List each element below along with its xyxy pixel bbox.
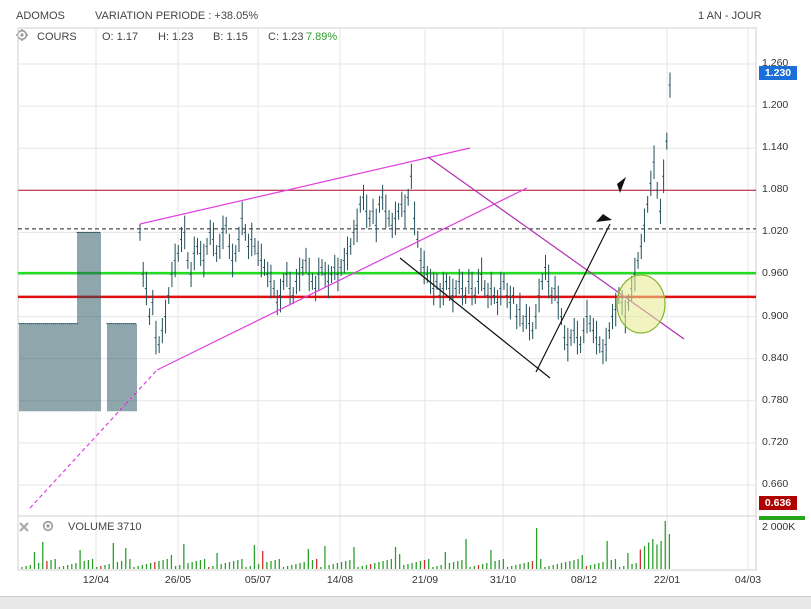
- last-price-badge: 1.230: [759, 66, 797, 80]
- trendline-extension: [29, 369, 158, 509]
- price-series: [18, 72, 671, 412]
- y-tick-label: 0.960: [762, 267, 789, 280]
- period-variation: VARIATION PERIODE : +38.05%: [95, 10, 259, 22]
- volume-marker: [759, 516, 805, 520]
- x-tick-label: 04/03: [734, 574, 762, 586]
- x-tick-label: 31/10: [489, 574, 517, 586]
- volume-unit: 2 000K: [762, 521, 796, 533]
- volume-value: 3710: [117, 521, 142, 533]
- scroll-strip[interactable]: [0, 596, 811, 609]
- trendline-black-down: [399, 257, 551, 379]
- volume-bars: [21, 521, 671, 569]
- high-value: H: 1.23: [158, 31, 194, 43]
- open-value: O: 1.17: [102, 31, 139, 43]
- x-tick-label: 14/08: [326, 574, 354, 586]
- close-value: C: 1.23: [268, 31, 304, 43]
- price-label: COURS: [37, 31, 77, 43]
- highlight-ellipse: [616, 274, 666, 334]
- x-tick-label: 22/01: [653, 574, 681, 586]
- y-tick-label: 1.080: [762, 183, 789, 196]
- low-value: B: 1.15: [213, 31, 248, 43]
- y-tick-label: 1.020: [762, 225, 789, 238]
- volume-label: VOLUME: [68, 521, 115, 533]
- y-tick-label: 0.900: [762, 309, 789, 322]
- x-tick-label: 21/09: [411, 574, 439, 586]
- change-value: 7.89%: [306, 31, 338, 43]
- trendline-lower-channel: [156, 187, 528, 371]
- period-selector[interactable]: 1 AN - JOUR: [698, 10, 762, 22]
- x-tick-label: 12/04: [82, 574, 110, 586]
- y-tick-label: 1.200: [762, 99, 789, 112]
- gear-icon[interactable]: [42, 520, 54, 532]
- y-tick-label: 0.780: [762, 393, 789, 406]
- low-price-badge: 0.636: [759, 496, 797, 510]
- header-bar: ADOMOS VARIATION PERIODE : +38.05% 1 AN …: [0, 0, 811, 24]
- close-icon[interactable]: [18, 521, 30, 533]
- x-tick-label: 26/05: [164, 574, 192, 586]
- trendline-black-up: [535, 223, 611, 373]
- x-tick-label: 08/12: [570, 574, 598, 586]
- y-tick-label: 0.660: [762, 477, 789, 490]
- arrow-marker: [596, 214, 612, 222]
- arrow-marker: [617, 177, 626, 193]
- trendline-upper-channel: [139, 147, 471, 225]
- instrument-title: ADOMOS: [16, 10, 65, 22]
- y-tick-label: 0.840: [762, 351, 789, 364]
- y-tick-label: 0.720: [762, 435, 789, 448]
- x-tick-label: 05/07: [244, 574, 272, 586]
- plot-frame: [17, 27, 757, 571]
- trend-drawings: [29, 147, 685, 509]
- y-tick-label: 1.140: [762, 141, 789, 154]
